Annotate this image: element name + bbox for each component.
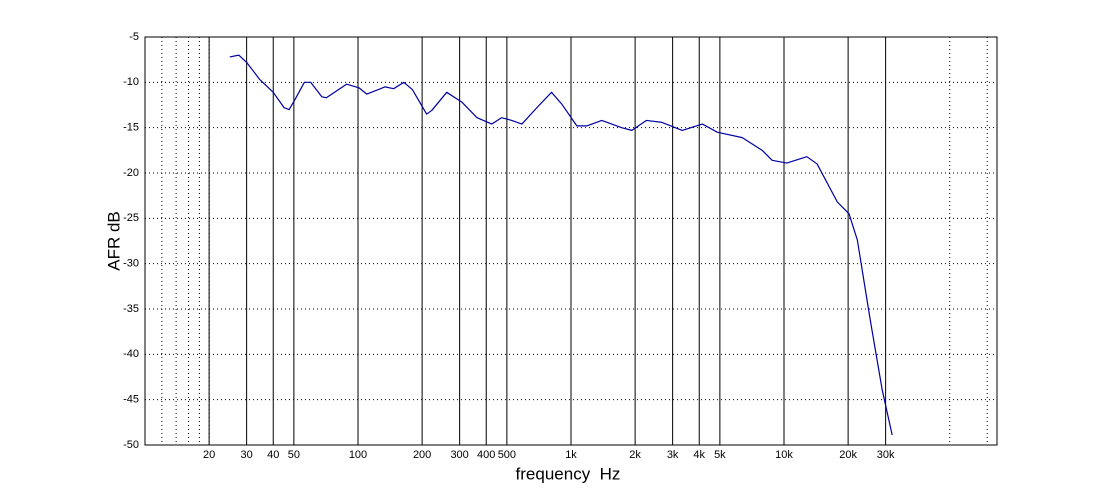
y-tick-label: -20 [123, 167, 139, 179]
plot-frame [144, 36, 998, 446]
x-tick-label: 3k [667, 449, 679, 461]
x-tick-label: 100 [349, 449, 367, 461]
y-tick-label: -45 [123, 394, 139, 406]
y-tick-label: -15 [123, 122, 139, 134]
x-tick-label: 40 [267, 449, 279, 461]
x-tick-label: 200 [413, 449, 431, 461]
x-tick-label: 5k [714, 449, 726, 461]
y-tick-label: -50 [123, 439, 139, 451]
x-tick-label: 30k [877, 449, 895, 461]
y-tick-label: -5 [129, 31, 139, 43]
x-tick-label: 10k [775, 449, 793, 461]
x-tick-label: 300 [450, 449, 468, 461]
y-tick-label: -25 [123, 212, 139, 224]
x-tick-label: 1k [565, 449, 577, 461]
x-tick-label: 20k [839, 449, 857, 461]
y-tick-label: -10 [123, 76, 139, 88]
x-tick-label: 400 [477, 449, 495, 461]
x-tick-label: 4k [693, 449, 705, 461]
x-tick-label: 50 [288, 449, 300, 461]
x-tick-label: 500 [498, 449, 516, 461]
x-tick-label: 2k [629, 449, 641, 461]
x-axis-label: frequency Hz [516, 464, 621, 483]
y-tick-label: -35 [123, 303, 139, 315]
y-tick-label: -30 [123, 258, 139, 270]
response-line [229, 54, 893, 436]
x-tick-label: 20 [203, 449, 215, 461]
y-axis-label: AFR dB [104, 211, 123, 271]
y-tick-label: -40 [123, 348, 139, 360]
x-tick-label: 30 [241, 449, 253, 461]
